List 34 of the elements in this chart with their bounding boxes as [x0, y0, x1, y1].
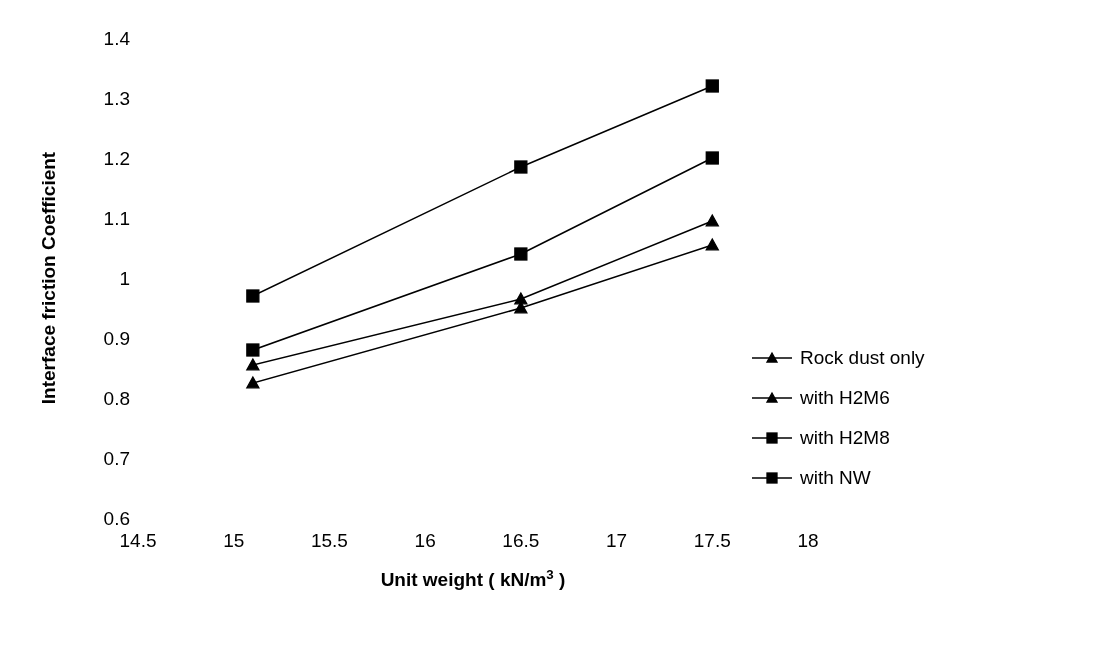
- legend-label: with H2M8: [799, 427, 890, 448]
- point: [246, 376, 260, 389]
- x-tick-label: 18: [797, 530, 819, 552]
- y-tick-label: 0.8: [103, 387, 130, 409]
- y-axis-title: Interface friction Coefficient: [37, 151, 59, 405]
- x-axis-title: Unit weight ( kN/m$^{3}$ ): [380, 566, 566, 590]
- x-tick-label: 17.5: [693, 530, 731, 552]
- x-tick-label: 14.5: [119, 530, 157, 552]
- point: [705, 79, 719, 93]
- x-tick-label: 15: [223, 530, 245, 552]
- point: [246, 289, 260, 303]
- x-tick-label: 16: [414, 530, 436, 552]
- y-tick-label: 0.6: [103, 507, 130, 529]
- y-tick-label: 1: [119, 267, 130, 289]
- legend-label: with H2M6: [799, 387, 890, 408]
- y-tick-label: 1.4: [103, 27, 131, 49]
- point: [705, 238, 719, 251]
- y-tick-label: 0.9: [103, 327, 130, 349]
- point: [246, 358, 260, 371]
- y-tick-label: 0.7: [103, 447, 130, 469]
- point: [514, 292, 528, 305]
- legend-label: with NW: [799, 467, 871, 488]
- point: [246, 343, 260, 357]
- x-tick-label: 17: [606, 530, 628, 552]
- x-tick-label: 15.5: [310, 530, 348, 552]
- legend-label: Rock dust only: [800, 347, 926, 368]
- x-tick-label: 16.5: [502, 530, 540, 552]
- y-tick-label: 1.1: [103, 207, 130, 229]
- y-tick-label: 1.3: [103, 87, 130, 109]
- y-tick-label: 1.2: [103, 147, 130, 169]
- point: [705, 214, 719, 227]
- point: [705, 151, 719, 165]
- point: [514, 160, 528, 174]
- point: [514, 247, 528, 261]
